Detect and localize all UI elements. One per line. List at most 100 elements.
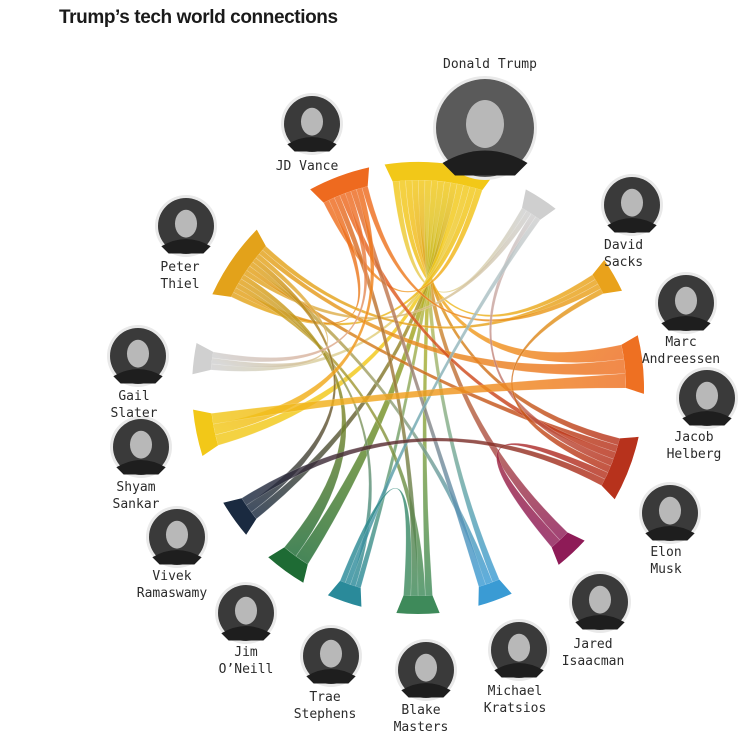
avatar-shoulders — [116, 460, 166, 475]
person-name-label: Elon — [650, 545, 681, 560]
person-masters: Blake Masters — [394, 639, 457, 735]
person-name-label: Gail — [118, 389, 149, 404]
connection-ribbon-thiel-ramaswamy — [245, 257, 337, 513]
avatar-face — [319, 639, 343, 668]
avatar-face — [507, 633, 531, 662]
person-andreessen: Marc Andreessen — [642, 272, 720, 367]
person-name-label: O’Neill — [219, 662, 274, 677]
person-name-label: Jim — [234, 645, 258, 660]
person-name-label: Jacob — [674, 430, 713, 445]
connection-ribbon-vance-andreessen — [361, 185, 602, 322]
person-sankar: Shyam Sankar — [110, 416, 172, 512]
person-name-label: Donald Trump — [443, 57, 537, 72]
avatar-face — [620, 188, 644, 217]
person-isaacman: Jared Isaacman — [562, 571, 631, 669]
avatar-face — [414, 653, 438, 682]
arc-ramaswamy — [223, 498, 257, 535]
arc-oneill — [268, 547, 308, 583]
person-name-label: Sacks — [604, 255, 643, 270]
person-musk: Elon Musk — [639, 482, 701, 577]
avatar-shoulders — [575, 615, 625, 630]
connection-ribbon-trump-vance — [323, 187, 483, 293]
person-stephens: Trae Stephens — [294, 625, 362, 722]
arc-thiel — [212, 229, 266, 297]
arc-stephens — [327, 580, 362, 607]
arc-kratsios — [478, 579, 512, 606]
avatar-shoulders — [645, 526, 695, 541]
person-name-label: Shyam — [116, 480, 155, 495]
avatar-shoulders — [221, 626, 271, 641]
avatar-shoulders — [113, 369, 163, 384]
arc-slater — [192, 342, 214, 375]
person-name-label: Stephens — [294, 707, 357, 722]
person-name-label: Isaacman — [562, 654, 625, 669]
arc-vance — [310, 167, 370, 203]
person-name-label: JD Vance — [276, 159, 339, 174]
avatar-face — [300, 107, 324, 136]
person-name-label: Jared — [573, 637, 612, 652]
avatar-shoulders — [152, 550, 202, 565]
connection-ribbon-andreessen-musk — [510, 288, 612, 473]
avatar-face — [674, 286, 698, 315]
connection-ribbon-trump-isaacman — [418, 179, 569, 541]
person-slater: Gail Slater — [107, 325, 169, 421]
arc-masters — [396, 595, 440, 615]
person-kratsios: Michael Kratsios — [484, 619, 550, 716]
avatar-face — [126, 339, 150, 368]
avatar-face — [234, 596, 258, 625]
avatar-shoulders — [442, 150, 528, 176]
person-name-label: Thiel — [160, 277, 199, 292]
arc-helberg — [621, 335, 644, 394]
connection-ribbon-musk-ramaswamy — [241, 437, 606, 506]
person-name-label: Helberg — [667, 447, 722, 462]
person-nodes: Donald Trump David Sacks Marc Andreessen Jaco… — [107, 57, 738, 735]
connection-ribbon-trump-thiel — [230, 186, 477, 326]
avatar-shoulders — [287, 137, 337, 152]
person-name-label: David — [604, 238, 643, 253]
person-sacks: David Sacks — [601, 174, 663, 270]
avatar-face — [165, 520, 189, 549]
arc-isaacman — [551, 532, 585, 565]
person-name-label: Peter — [160, 260, 199, 275]
connection-ribbon-trump-ramaswamy — [250, 182, 458, 520]
avatar-shoulders — [682, 411, 732, 426]
person-name-label: Vivek — [152, 569, 191, 584]
connection-ribbon-trump-sacks — [392, 180, 528, 293]
person-name-label: Marc — [665, 335, 696, 350]
avatar-face — [466, 100, 504, 148]
avatar-shoulders — [607, 218, 657, 233]
person-oneill: Jim O’Neill — [215, 582, 277, 677]
avatar-shoulders — [161, 239, 211, 254]
person-name-label: Kratsios — [484, 701, 547, 716]
avatar-face — [588, 585, 612, 614]
person-name-label: Blake — [401, 703, 440, 718]
arc-musk — [601, 436, 639, 500]
avatar-shoulders — [306, 669, 356, 684]
avatar-face — [129, 430, 153, 459]
person-name-label: Sankar — [113, 497, 160, 512]
person-name-label: Slater — [111, 406, 158, 421]
arc-sacks — [522, 189, 556, 220]
avatar-face — [658, 496, 682, 525]
avatar-face — [174, 209, 198, 238]
person-name-label: Trae — [309, 690, 340, 705]
page-title: Trump’s tech world connections — [59, 7, 338, 28]
avatar-face — [695, 381, 719, 410]
person-name-label: Musk — [650, 562, 681, 577]
arc-andreessen — [592, 259, 622, 294]
person-vance: JD Vance — [276, 93, 343, 174]
person-thiel: Peter Thiel — [155, 195, 217, 292]
person-trump: Donald Trump — [433, 57, 537, 180]
person-name-label: Ramaswamy — [137, 586, 208, 601]
person-name-label: Masters — [394, 720, 449, 735]
connection-ribbon-thiel-musk — [246, 265, 619, 453]
person-ramaswamy: Vivek Ramaswamy — [137, 506, 208, 601]
avatar-shoulders — [401, 683, 451, 698]
person-name-label: Andreessen — [642, 352, 720, 367]
avatar-shoulders — [661, 316, 711, 331]
connection-ribbons — [210, 179, 627, 597]
person-name-label: Michael — [488, 684, 543, 699]
avatar-shoulders — [494, 663, 544, 678]
arc-sankar — [193, 409, 219, 456]
